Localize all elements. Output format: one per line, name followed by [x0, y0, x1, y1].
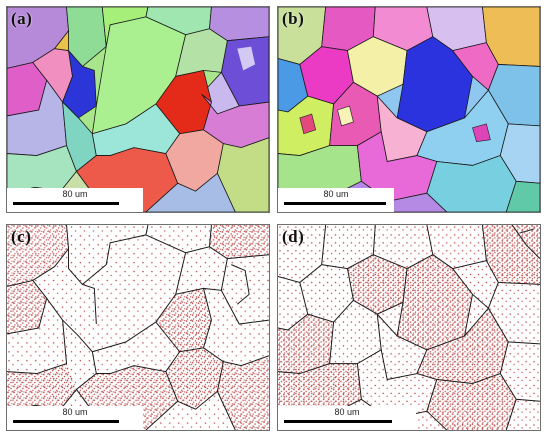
panel-b-scale-bar-line: [284, 202, 386, 205]
panel-d-kam-map: (d) 80 um: [277, 224, 541, 431]
panel-c-boundary-image: [7, 225, 269, 430]
panel-b-scale-bar: 80 um: [278, 188, 394, 212]
panel-c-label: (c): [11, 227, 32, 246]
panel-c-scale-bar: 80 um: [7, 406, 143, 430]
panel-d-boundary-image: [278, 225, 540, 430]
panel-a-scale-bar-line: [13, 202, 119, 205]
panel-b-grain-image: [278, 7, 540, 212]
panel-b-scale-bar-label: 80 um: [323, 189, 349, 199]
panel-a-orientation-map: (a) 80 um: [6, 6, 270, 213]
panel-a-scale-bar: 80 um: [7, 188, 143, 212]
panel-b-label: (b): [282, 9, 305, 28]
panel-a-grain-image: [7, 7, 269, 212]
panel-d-scale-bar-label: 80 um: [334, 407, 360, 417]
panel-b-orientation-map: (b) 80 um: [277, 6, 541, 213]
panel-a-scale-bar-label: 80 um: [62, 189, 88, 199]
panel-c-scale-bar-line: [13, 420, 119, 423]
panel-d-scale-bar: 80 um: [278, 406, 416, 430]
panel-d-scale-bar-line: [284, 420, 392, 423]
panel-a-label: (a): [11, 9, 33, 28]
panel-d-label: (d): [282, 227, 305, 246]
panel-c-scale-bar-label: 80 um: [62, 407, 88, 417]
panel-c-kam-map: (c) 80 um: [6, 224, 270, 431]
